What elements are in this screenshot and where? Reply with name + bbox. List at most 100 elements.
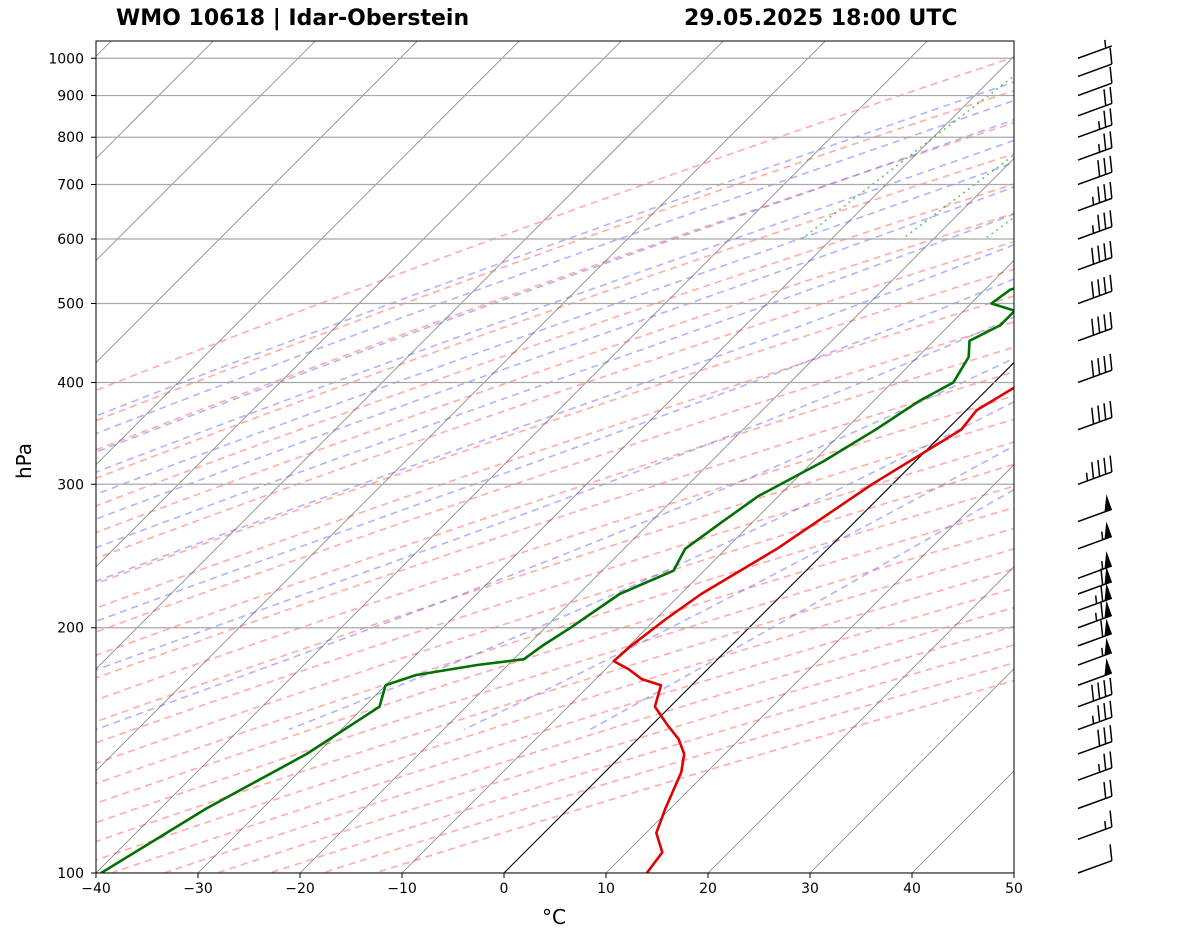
isotherm-line [96,41,418,364]
reference-lines-layer [96,41,1181,873]
wind-barb-shaft [1077,197,1113,212]
wind-barb [1077,700,1113,731]
wind-barb-flag [1103,243,1107,260]
dry-adiabat-line [96,463,1014,765]
wind-barb-flag [1103,680,1107,697]
wind-barb-halfflag [1098,764,1101,773]
wind-barb [1077,494,1113,523]
wind-barb-halfflag [1091,196,1095,206]
wind-barb-flag [1109,66,1113,84]
isotherm-line [707,566,1014,873]
wind-barb-shaft [1077,290,1113,305]
isotherm-line [96,41,928,873]
wind-barb-flag [1109,155,1113,173]
wind-barb-shaft [1077,416,1113,431]
wind-barb [1077,353,1113,384]
wind-barb-shaft [1077,256,1113,271]
wind-barb-shaft [1077,327,1113,342]
wind-barb [1077,844,1113,874]
wind-barb-shaft [1077,859,1113,874]
wind-barb-flag [1103,89,1107,106]
wind-barb-shaft [1077,740,1113,755]
mixing-ratio-line [1169,41,1181,239]
wind-barb-flag [1103,355,1107,373]
wind-barb-shaft [1077,171,1113,186]
wind-barb-flag [1109,810,1113,828]
wind-barb-flag [1097,186,1101,203]
wind-barb-flag [1103,457,1107,475]
wind-barb-pennant [1104,521,1112,540]
y-tick-label: 100 [57,866,84,882]
wind-barb-halfflag [1101,531,1104,540]
wind-barb [1077,566,1113,595]
mixing-ratio-line [901,154,1014,240]
isotherm-line [911,770,1014,873]
wind-barb-flag [1103,276,1107,294]
wind-barbs-column [1077,39,1113,874]
wind-barb-flag [1103,184,1107,201]
dry-adiabat-line [96,89,1014,422]
dry-adiabat-line [96,441,1014,744]
wind-barb-flag [1103,157,1107,175]
dry-adiabat-line [322,662,1014,873]
y-tick-label: 500 [57,297,84,313]
wind-barb-flag [1103,403,1107,420]
dry-adiabat-line [110,587,1014,873]
wind-barb-shaft [1077,632,1113,647]
wind-barb-flag [1109,210,1113,227]
plot-frame [95,40,1015,874]
wind-barb [1077,210,1113,240]
wind-barb-flag [1097,160,1101,177]
dry-adiabat-line [96,212,1014,534]
wind-barb-flag [1097,459,1101,477]
wind-barb-flag [1091,407,1095,425]
wind-barb [1077,108,1113,138]
zero-isotherm-line [503,361,1014,873]
wind-barb-flag [1100,620,1104,637]
wind-barb-flag [1100,585,1104,602]
dry-adiabat-line [375,679,1014,873]
y-tick-label: 800 [57,130,84,146]
wind-barb-shaft [1077,45,1113,59]
dry-adiabat-line [96,153,1014,480]
wind-barb-halfflag [1094,595,1098,604]
x-tick-label: −10 [387,881,417,897]
wind-barb [1077,637,1113,666]
wind-barb [1077,550,1113,579]
wind-barb [1077,677,1113,708]
dry-adiabat-line [96,295,1014,609]
wind-barb-halfflag [1104,820,1107,830]
wind-barb-halfflag [1098,121,1101,130]
wind-barb-pennant [1104,566,1112,585]
y-axis-label: hPa [12,443,36,479]
wind-barb-halfflag [1091,225,1095,234]
wind-barb-flag [1103,314,1107,331]
wind-barb [1077,657,1113,686]
chart-title-station: WMO 10618 | Idar-Oberstein [116,6,470,31]
mixing-ratio-line [1104,41,1181,239]
wind-barb-pennant [1104,600,1112,619]
dry-adiabat-line [96,506,1014,805]
y-tick-label: 400 [57,375,84,391]
wind-barb-shaft [1077,535,1113,550]
wind-barb-flag [1097,729,1101,747]
isotherm-line [96,41,622,568]
wind-barb-flag [1103,781,1107,799]
wind-barb [1077,86,1113,117]
isotherm-line [96,41,826,772]
wind-barb-shaft [1077,147,1113,161]
wind-barb-flag [1103,753,1107,771]
wind-barb [1077,455,1113,485]
wind-barb [1077,241,1113,271]
x-tick-label: 20 [699,881,717,897]
wind-barb [1077,521,1113,550]
wind-barb-flag [1103,727,1107,744]
wind-barb [1077,583,1113,612]
x-tick-label: −20 [285,881,315,897]
wind-barb-flag [1097,405,1101,422]
x-tick-label: −40 [81,881,111,897]
wind-barb-flag [1100,568,1104,586]
wind-barb-flag [1109,844,1113,861]
pressure-gridlines [96,57,1014,873]
wind-barb-flag [1103,133,1107,151]
